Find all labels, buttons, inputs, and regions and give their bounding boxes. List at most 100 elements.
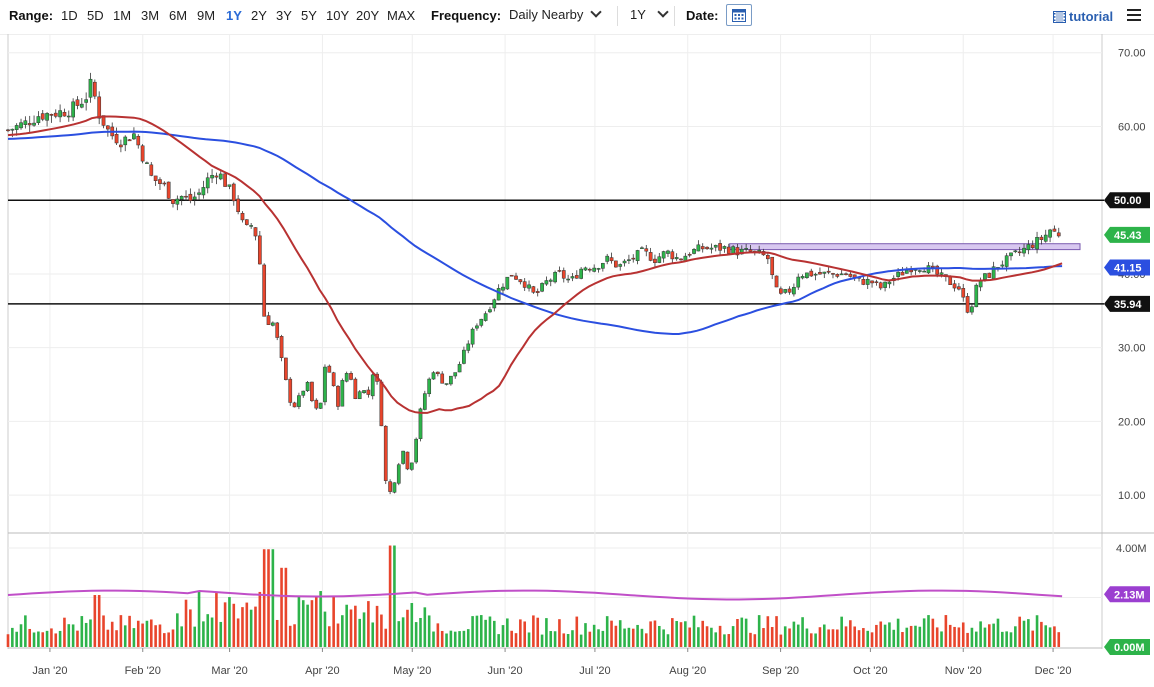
candle-down bbox=[670, 251, 675, 260]
range-button-max[interactable]: MAX bbox=[387, 8, 416, 23]
volume-bar-up bbox=[497, 634, 500, 647]
toolbar-divider bbox=[674, 6, 675, 26]
candle bbox=[275, 321, 280, 341]
volume-bar-down bbox=[28, 628, 32, 647]
candle-up bbox=[501, 286, 505, 291]
candle-up bbox=[84, 99, 89, 103]
candle-down bbox=[718, 243, 722, 251]
range-button-5y[interactable]: 5Y bbox=[301, 8, 317, 23]
candle bbox=[601, 262, 605, 272]
candle-up bbox=[427, 378, 432, 395]
candle bbox=[561, 267, 566, 283]
volume-bar-down bbox=[354, 605, 357, 647]
candle-down bbox=[509, 274, 514, 277]
volume-bar-up bbox=[423, 607, 427, 647]
horizontal-levels bbox=[8, 199, 1104, 305]
candle-down bbox=[1030, 244, 1035, 248]
volume-bar-down bbox=[314, 595, 318, 647]
volume-bar-down bbox=[935, 627, 939, 647]
month-label: Oct '20 bbox=[853, 665, 888, 677]
volume-bar-down bbox=[775, 616, 778, 647]
candle-down bbox=[705, 246, 709, 250]
volume-bar-up bbox=[249, 609, 253, 647]
volume-bar-up bbox=[592, 624, 596, 647]
volume-bar-up bbox=[371, 622, 375, 647]
volume-bar-up bbox=[974, 631, 978, 647]
range-button-10y[interactable]: 10Y bbox=[326, 8, 350, 23]
range-button-9m[interactable]: 9M bbox=[197, 8, 216, 23]
candle bbox=[331, 371, 336, 387]
candle-up bbox=[205, 177, 210, 189]
volume-bar-up bbox=[410, 603, 414, 647]
volume-bar-down bbox=[766, 616, 770, 647]
candle-down bbox=[231, 183, 236, 202]
candle bbox=[544, 276, 549, 286]
range-button-1d[interactable]: 1D bbox=[61, 8, 78, 23]
volume-bar-up bbox=[24, 615, 27, 647]
candle bbox=[722, 245, 727, 253]
volume-bar-down bbox=[849, 620, 852, 647]
candle bbox=[205, 172, 210, 194]
candle-down bbox=[436, 371, 440, 375]
volume-bar-down bbox=[857, 630, 861, 647]
volume-bar-up bbox=[306, 604, 309, 647]
candle-up bbox=[540, 283, 544, 292]
volume-bar-up bbox=[19, 624, 23, 647]
range-button-5d[interactable]: 5D bbox=[87, 8, 104, 23]
range-button-3y[interactable]: 3Y bbox=[276, 8, 292, 23]
candle bbox=[396, 462, 401, 486]
candle bbox=[774, 275, 779, 288]
volume-bar-up bbox=[684, 621, 687, 647]
candle bbox=[957, 282, 961, 291]
frequency-dropdown[interactable]: Daily Nearby bbox=[509, 6, 603, 24]
candle bbox=[422, 390, 427, 411]
candle bbox=[344, 371, 349, 383]
candle-up bbox=[179, 195, 184, 200]
month-label: Jun '20 bbox=[488, 665, 523, 677]
candle bbox=[805, 272, 809, 279]
candle-up bbox=[488, 309, 492, 313]
range-button-2y[interactable]: 2Y bbox=[251, 8, 267, 23]
range-button-3m[interactable]: 3M bbox=[141, 8, 160, 23]
range-button-1m[interactable]: 1M bbox=[113, 8, 132, 23]
candle bbox=[19, 118, 23, 130]
hamburger-menu-icon[interactable] bbox=[1127, 9, 1141, 21]
period-dropdown[interactable]: 1Y bbox=[630, 6, 669, 24]
candle bbox=[653, 254, 657, 268]
candle-up bbox=[23, 120, 28, 125]
candle bbox=[279, 334, 284, 362]
price-badges: 50.00 35.94 45.43 41.15 2.13M 0.00M bbox=[1104, 192, 1150, 655]
candle bbox=[1035, 231, 1039, 254]
candle-up bbox=[579, 268, 583, 279]
price-chart[interactable]: 70.0060.0050.0040.0030.0020.0010.004.00M… bbox=[0, 34, 1154, 687]
candle-up bbox=[409, 462, 414, 470]
candle-up bbox=[792, 287, 796, 295]
range-button-1y[interactable]: 1Y bbox=[226, 8, 242, 23]
candle-up bbox=[922, 270, 927, 273]
range-button-6m[interactable]: 6M bbox=[169, 8, 188, 23]
volume-bar-up bbox=[484, 619, 487, 647]
volume-bar-down bbox=[957, 627, 961, 647]
candle bbox=[153, 175, 158, 186]
candle bbox=[201, 180, 206, 199]
range-button-20y[interactable]: 20Y bbox=[356, 8, 380, 23]
tutorial-link[interactable]: tutorial bbox=[1053, 9, 1113, 24]
candle bbox=[683, 252, 688, 261]
date-picker-button[interactable] bbox=[726, 4, 752, 26]
volume-bar-down bbox=[288, 625, 292, 647]
candle-down bbox=[900, 271, 905, 276]
candle-up bbox=[744, 248, 748, 250]
candle-down bbox=[262, 264, 267, 317]
candle-up bbox=[197, 192, 201, 195]
candle bbox=[835, 273, 840, 279]
candle-down bbox=[909, 269, 913, 273]
candle bbox=[440, 371, 445, 384]
volume-bar-up bbox=[301, 600, 305, 647]
volume-bar-down bbox=[97, 595, 101, 647]
candle-down bbox=[765, 254, 770, 260]
volume-bar-up bbox=[210, 617, 214, 647]
candle-up bbox=[640, 247, 644, 249]
volume-bar-down bbox=[184, 599, 188, 647]
candle-up bbox=[462, 349, 466, 364]
candle bbox=[883, 281, 887, 292]
